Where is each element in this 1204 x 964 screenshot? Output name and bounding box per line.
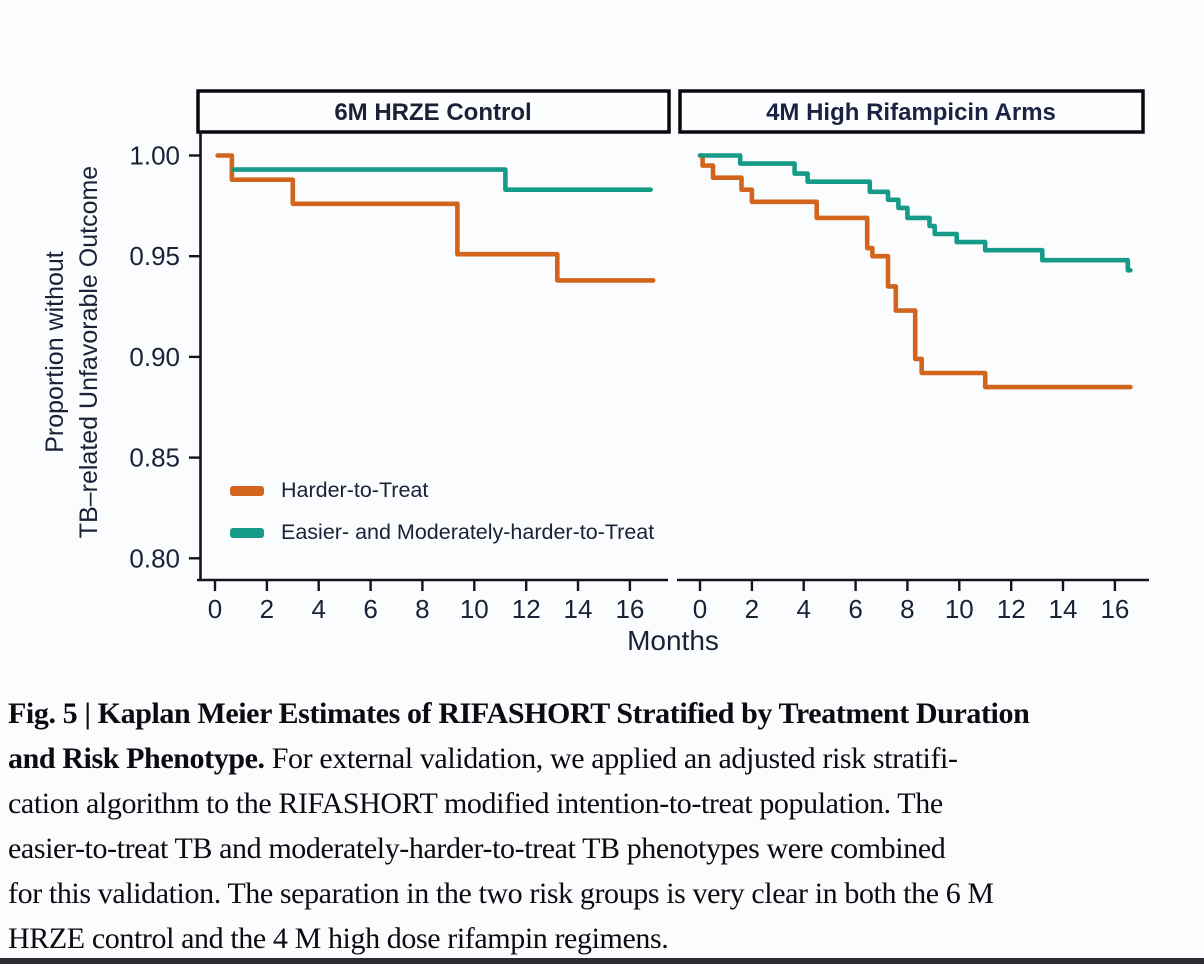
page-bottom-rule [0,958,1204,964]
km-curve-harder [215,153,656,283]
y-tick-label: 0.80 [129,543,180,573]
km-curve-easier [697,153,1133,273]
x-tick-label: 4 [311,594,325,624]
legend-swatch [230,528,264,538]
y-tick-label: 0.90 [129,342,180,372]
legend-label: Harder-to-Treat [281,478,428,502]
x-tick-label: 6 [363,594,377,624]
x-tick-label: 16 [615,594,644,624]
x-tick-label: 6 [848,594,862,624]
caption-line: HRZE control and the 4 M high dose rifam… [8,916,1200,961]
caption-line: for this validation. The separation in t… [8,871,1200,916]
axis-ticks: 1.00 0.95 0.90 0.85 0.80 0 2 4 6 8 10 12 14 16 0 2 4 6 8 10… [129,141,1129,625]
panel-title-right: 4M High Rifampicin Arms [766,99,1056,126]
caption-regular-text: cation algorithm to the RIFASHORT modifi… [8,787,943,820]
x-tick-label: 12 [997,594,1026,624]
caption-regular-text: for this validation. The separation in t… [8,877,994,910]
legend-label: Easier- and Moderately-harder-to-Treat [281,520,654,544]
x-tick-label: 8 [415,594,429,624]
x-tick-label: 2 [745,594,759,624]
km-curve-harder [697,153,1133,390]
caption-line: easier-to-treat TB and moderately-harder… [8,826,1200,871]
caption-bold-text: and Risk Phenotype. [8,742,265,775]
caption-line: and Risk Phenotype. For external validat… [8,736,1200,781]
km-curve-easier [230,167,653,192]
y-tick-label: 0.85 [129,443,180,473]
panel-header-box-right [678,89,1145,134]
y-axis-label-line2: TB–related Unfavorable Outcome [75,166,103,538]
x-tick-label: 16 [1100,594,1129,624]
panel-header-box-left [196,89,671,134]
x-tick-label: 4 [796,594,810,624]
y-axis-label-line1: Proportion without [41,251,69,453]
x-tick-label: 2 [260,594,274,624]
caption-regular-text: easier-to-treat TB and moderately-harder… [8,832,946,865]
y-tick-label: 1.00 [129,141,180,171]
caption-line: cation algorithm to the RIFASHORT modifi… [8,781,1200,826]
x-tick-label: 14 [1049,594,1078,624]
figure-caption: Fig. 5 | Kaplan Meier Estimates of RIFAS… [8,691,1200,961]
caption-line: Fig. 5 | Kaplan Meier Estimates of RIFAS… [8,691,1200,736]
panel-title-left: 6M HRZE Control [334,99,531,126]
x-tick-label: 0 [208,594,222,624]
x-tick-label: 10 [460,594,489,624]
caption-regular-text: For external validation, we applied an a… [264,742,958,775]
x-axis-label: Months [627,625,719,656]
legend-swatch [230,486,264,496]
x-tick-label: 0 [693,594,707,624]
caption-bold-text: Fig. 5 | Kaplan Meier Estimates of RIFAS… [8,697,1030,730]
x-tick-label: 8 [900,594,914,624]
x-tick-label: 14 [564,594,593,624]
x-tick-label: 12 [512,594,541,624]
y-tick-label: 0.95 [129,241,180,271]
legend: Harder-to-Treat Easier- and Moderately-ha… [230,478,654,544]
caption-regular-text: HRZE control and the 4 M high dose rifam… [8,922,669,955]
km-chart: 6M HRZE Control 4M High Rifampicin Arms … [41,89,1149,656]
x-tick-label: 10 [945,594,974,624]
survival-curves [215,153,1133,390]
